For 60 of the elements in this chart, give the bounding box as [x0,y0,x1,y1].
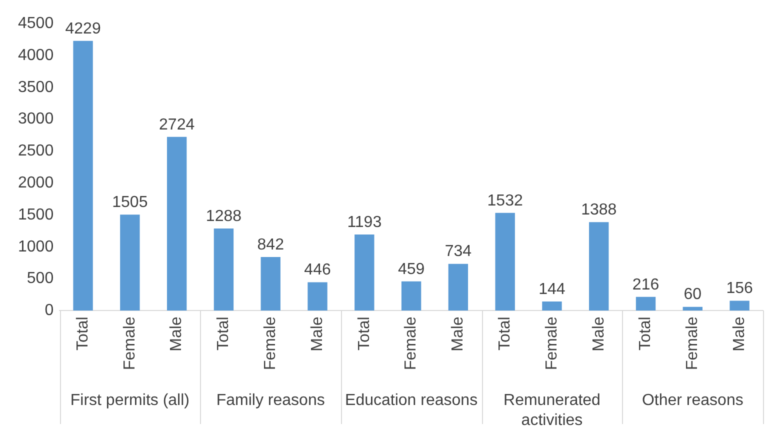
x-tick-label: Total [74,316,92,350]
y-tick-label: 2500 [18,142,54,160]
text: Family reasons [216,392,325,410]
data-label: 60 [684,286,702,304]
data-label: 1505 [112,194,148,212]
bar [214,228,234,311]
x-tick-label: Female [402,316,420,370]
y-tick-label: 4500 [18,15,54,32]
bar [495,212,515,311]
data-label: 156 [726,280,753,298]
y-tick-label: 1000 [18,238,54,256]
data-label: 144 [538,280,566,298]
text: Education reasons [345,392,478,410]
x-tick-label: Total [637,316,654,350]
x-tick-label: Total [215,316,232,350]
data-label: 4229 [65,20,101,38]
bar [448,264,468,311]
x-tick-label: Male [590,316,608,352]
bar [308,282,328,311]
text: Remunerated activities [504,392,600,430]
data-label: 216 [632,276,660,294]
text: Other reasons [642,392,744,410]
x-tick-label: Female [121,316,138,370]
data-label: 1288 [206,208,242,225]
bar [260,256,280,311]
y-tick-label: 1500 [18,206,54,224]
y-tick-label: 3500 [18,78,54,96]
bar [166,136,187,311]
data-label: 1388 [581,202,617,219]
x-tick-label: Male [730,316,748,352]
x-tick-label: Total [356,316,373,350]
y-tick-label: 500 [26,270,54,288]
bar [682,306,703,311]
bar [354,234,374,311]
x-tick-label: Female [684,316,702,370]
bar [589,222,609,311]
data-label: 842 [257,236,284,254]
data-label: 1193 [347,214,382,231]
data-label: 2724 [159,116,195,134]
bar [636,296,656,311]
x-tick-label: Male [308,316,326,352]
data-label: 459 [398,260,425,278]
bar [730,300,750,311]
y-tick-label: 4000 [18,46,54,64]
data-label: 446 [304,262,331,279]
y-tick-label: 2000 [18,174,54,192]
x-tick-label: Total [496,316,514,350]
x-tick-label: Female [262,316,280,370]
bar [401,281,422,311]
y-tick-label: 3000 [18,110,54,128]
data-label: 1532 [487,192,523,210]
x-tick-label: Male [450,316,467,352]
bar [542,301,562,311]
bar [73,40,93,311]
x-tick-label: Female [543,316,560,370]
y-tick-label: 0 [44,302,54,320]
bar [120,214,140,311]
data-label: 734 [444,243,472,260]
x-tick-label: Male [168,316,186,352]
text: First permits (all) [70,392,190,410]
